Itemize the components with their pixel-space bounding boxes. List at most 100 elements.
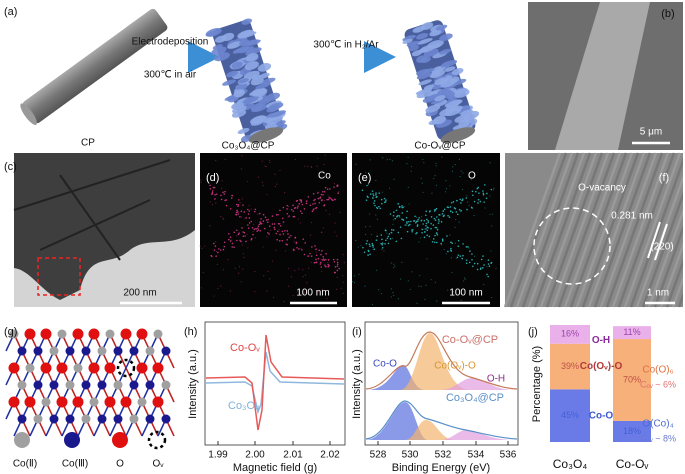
eds-dot: [450, 249, 452, 252]
eds-dot: [435, 207, 438, 210]
eds-dot: [339, 211, 341, 213]
eds-dot: [478, 192, 480, 194]
eds-dot: [375, 239, 378, 242]
eds-dot: [398, 215, 401, 217]
atom: [145, 380, 155, 390]
eds-dot: [338, 191, 340, 193]
eds-dot: [286, 208, 288, 210]
atom: [161, 346, 171, 356]
eds-dot: [434, 281, 436, 283]
eds-dot: [224, 158, 226, 161]
eds-dot: [463, 277, 466, 279]
bar-segment: [613, 326, 651, 340]
petal: [433, 115, 446, 125]
eds-dot: [329, 197, 332, 200]
eds-dot: [471, 258, 473, 261]
fringe: [515, 152, 574, 308]
eds-dot: [482, 255, 484, 257]
eds-dot: [258, 212, 261, 215]
eds-dot: [360, 244, 362, 247]
eds-dot: [387, 242, 390, 245]
eds-dot: [220, 285, 222, 287]
eds-dot: [365, 242, 368, 245]
atom: [56, 396, 68, 408]
tem-fold: [13, 159, 171, 261]
eds-dot: [402, 206, 404, 209]
eds-dot: [434, 219, 437, 221]
atom: [145, 346, 155, 356]
bar-segment: [613, 420, 651, 442]
eds-dot: [210, 254, 213, 257]
eds-dot: [243, 211, 246, 213]
eds-dot: [367, 195, 369, 197]
petal: [446, 99, 463, 107]
eds-dot: [219, 249, 222, 251]
eds-dot: [369, 159, 371, 161]
eds-dot: [229, 290, 232, 292]
eds-dot: [445, 253, 447, 255]
eds-dot: [315, 207, 317, 210]
eds-dot: [328, 264, 330, 267]
eds-dot: [320, 261, 322, 264]
eds-dot: [371, 242, 374, 245]
eds-dot: [215, 177, 217, 179]
eds-dot: [435, 165, 437, 167]
eds-dot: [397, 231, 400, 234]
eds-dot: [262, 213, 265, 216]
eds-dot: [369, 253, 371, 256]
eds-dot: [406, 221, 408, 223]
eds-dot: [234, 267, 236, 269]
value-label: 39%: [561, 361, 579, 371]
eds-dot: [243, 231, 246, 234]
eds-dot: [466, 195, 468, 197]
eds-dot: [415, 232, 417, 235]
atom: [81, 346, 91, 356]
eds-dot: [215, 193, 218, 195]
eds-dot: [486, 266, 488, 268]
eds-dot: [375, 194, 377, 196]
eds-dot: [353, 282, 356, 284]
eds-dot: [422, 158, 424, 161]
eds-dot: [416, 224, 419, 226]
eds-dot: [487, 263, 490, 265]
fringe: [533, 152, 592, 308]
petal: [233, 89, 245, 98]
eds-dot: [423, 228, 425, 230]
eds-dot: [273, 226, 276, 229]
eds-dot: [213, 249, 216, 251]
legend-o: [112, 432, 128, 448]
eds-dot: [362, 246, 364, 249]
eds-dot: [322, 177, 324, 179]
annotation: Cₒᵥ ~ 8%: [640, 433, 676, 443]
fringe: [563, 152, 622, 308]
eds-dot: [247, 227, 250, 229]
eds-dot: [297, 205, 299, 207]
peak-co-o: [366, 402, 428, 440]
eds-dot: [231, 194, 234, 197]
series-label: Co-O: [589, 410, 614, 421]
eds-dot: [237, 203, 240, 206]
eds-dot: [252, 233, 254, 236]
eds-dot: [246, 233, 248, 236]
eds-dot: [229, 207, 232, 210]
value-label: 16%: [561, 329, 579, 339]
eds-dot: [442, 210, 445, 213]
eds-dot: [405, 216, 408, 219]
eds-dot: [410, 170, 412, 172]
eds-dot: [477, 198, 480, 201]
eds-dot: [220, 198, 223, 201]
eds-dot: [209, 184, 211, 187]
eds-dot: [484, 207, 486, 209]
eds-dot: [305, 200, 308, 202]
bar-segment: [613, 339, 651, 421]
fringe: [569, 152, 628, 308]
eds-dot: [441, 156, 443, 158]
atom: [81, 414, 91, 424]
eds-dot: [451, 271, 453, 274]
ellipse-shape: [20, 103, 37, 125]
eds-dot: [472, 265, 474, 268]
eds-dot: [233, 246, 235, 249]
eds-dot: [327, 198, 330, 201]
element-label: Co: [318, 171, 331, 182]
eds-dot: [451, 242, 453, 245]
